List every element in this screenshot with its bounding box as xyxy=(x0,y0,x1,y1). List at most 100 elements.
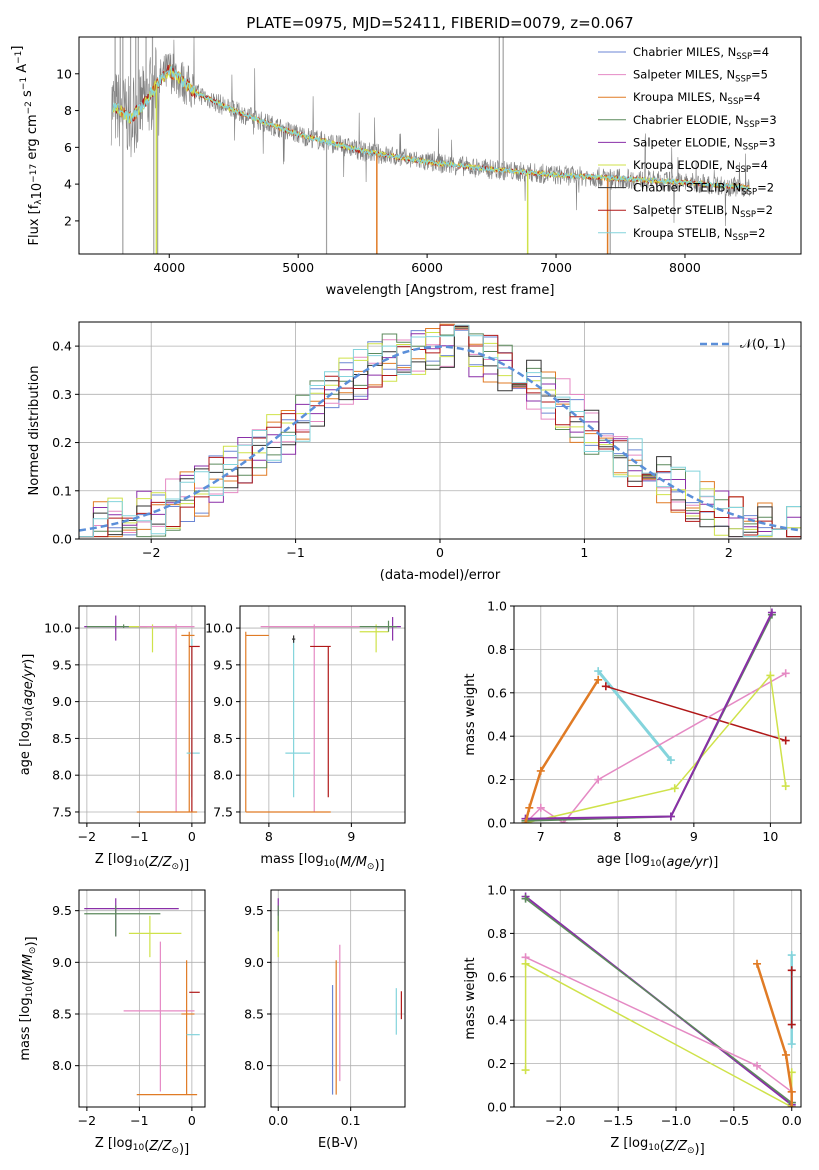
spectrum-title: PLATE=0975, MJD=52411, FIBERID=0079, z=0… xyxy=(246,14,633,32)
x-tick-label: 9 xyxy=(690,829,698,844)
y-tick-label: 0.2 xyxy=(52,435,72,450)
mass-vs-Z-plot-area xyxy=(79,890,205,1107)
y-tick-label: 0.0 xyxy=(487,816,507,831)
normal-curve xyxy=(79,345,801,532)
x-tick-label: 0.1 xyxy=(341,1113,361,1128)
plus-marker xyxy=(670,784,679,793)
series-kroupa_miles xyxy=(524,679,600,823)
massweight-vs-age-ticks: 7 8 9 10 0.0 0.2 0.4 0.6 0.8 1.0 xyxy=(487,599,778,845)
mass-vs-Z-axes: −2 −1 08.08.59.09.5Z [log10(Z/Z⊙)]mass [lo… xyxy=(18,889,206,1157)
plus-marker xyxy=(536,803,545,812)
age-vs-Z-frame xyxy=(78,605,206,824)
y-tick-label: 8.5 xyxy=(213,731,233,746)
mass-vs-Z-frame xyxy=(78,889,206,1108)
y-tick-label: 0.2 xyxy=(487,772,507,787)
y-tick-label: 9.0 xyxy=(213,694,233,709)
x-tick-label: 8 xyxy=(613,829,621,844)
x-tick-label: 0.0 xyxy=(782,1113,802,1128)
plus-marker xyxy=(787,1040,796,1049)
error-bar-point xyxy=(310,645,331,798)
x-tick-label: 9 xyxy=(347,829,355,844)
y-tick-label: 9.5 xyxy=(52,657,72,672)
age-vs-Z-data xyxy=(84,615,200,813)
error-bar-point xyxy=(181,631,195,812)
age-vs-mass-frame xyxy=(239,605,406,824)
y-tick-label: 0.3 xyxy=(52,387,72,402)
plus-marker xyxy=(781,736,790,745)
error-bar-point xyxy=(291,635,296,643)
error-bar-point xyxy=(128,915,182,958)
age-vs-Z-ylabel: age [log10(age/yr)] xyxy=(18,654,36,776)
error-bar-point xyxy=(139,624,195,812)
massweight-vs-Z-frame xyxy=(513,889,802,1108)
massweight-vs-age-frame xyxy=(513,605,802,824)
plus-marker xyxy=(666,812,675,821)
y-tick-label: 10.0 xyxy=(44,621,72,636)
y-tick-label: 2 xyxy=(64,213,72,228)
mass-vs-Z-grid xyxy=(79,890,205,1107)
age-vs-mass-data xyxy=(245,617,401,813)
plus-marker xyxy=(594,667,603,676)
legend-entry: Salpeter STELIB, NSSP=2 xyxy=(633,203,773,220)
y-tick-label: 8.0 xyxy=(52,1058,72,1073)
plus-marker xyxy=(521,959,530,968)
y-tick-label: 0.4 xyxy=(52,339,72,354)
y-tick-label: 10.0 xyxy=(205,621,233,636)
x-tick-label: 1 xyxy=(580,545,588,560)
plus-marker xyxy=(521,819,530,823)
y-tick-label: 0.4 xyxy=(487,1013,507,1028)
legend-entry: Chabrier STELIB, NSSP=2 xyxy=(633,181,774,198)
series-salpeter_stelib xyxy=(605,685,786,742)
plus-marker xyxy=(767,608,776,617)
plus-marker xyxy=(525,803,534,812)
histogram-kroupa_stelib xyxy=(79,324,801,538)
massweight-vs-Z-axes: −2.0 −1.5 −1.0 −0.5 0.00.00.20.40.60.81.0Z [… xyxy=(463,883,802,1158)
legend-entry: 𝒩(0, 1) xyxy=(740,336,786,351)
y-tick-label: 7.5 xyxy=(52,804,72,819)
mass-vs-ebv-data xyxy=(277,898,402,1095)
massweight-vs-age-grid xyxy=(514,605,801,824)
plus-marker xyxy=(521,1066,530,1075)
error-bar-point xyxy=(84,905,161,937)
y-tick-label: 9.0 xyxy=(244,955,264,970)
legend-entry: Kroupa STELIB, NSSP=2 xyxy=(633,226,765,243)
mass-vs-Z-data xyxy=(84,898,200,1096)
plus-marker xyxy=(594,675,603,684)
y-tick-label: 6 xyxy=(64,140,72,155)
massweight-vs-Z-ylabel: mass weight xyxy=(463,957,478,1039)
massweight-vs-age-xlabel: age [log10(age/yr)] xyxy=(597,852,719,870)
residuals-data xyxy=(79,323,801,538)
mass-vs-ebv-axes: 0.0 0.1 8.0 8.5 9.0 9.5 xyxy=(244,889,406,1128)
plus-marker xyxy=(781,782,790,791)
error-bar-point xyxy=(245,631,269,812)
plus-marker xyxy=(787,1103,796,1107)
error-bar-point xyxy=(189,645,200,812)
legend-entry: Salpeter MILES, NSSP=5 xyxy=(633,68,768,85)
plus-marker xyxy=(666,756,675,765)
plus-marker xyxy=(766,671,775,680)
y-tick-label: 1.0 xyxy=(487,883,507,898)
x-tick-label: −2 xyxy=(78,1113,96,1128)
x-tick-label: 2 xyxy=(725,545,733,560)
mass-vs-ebv-grid xyxy=(271,890,405,1107)
plus-marker xyxy=(601,682,610,691)
x-tick-label: 5000 xyxy=(282,260,314,275)
residuals-ylabel: Normed distribution xyxy=(27,366,42,496)
spectrum-ticks: 4000 5000 6000 7000 8000 2 4 6 8 10 xyxy=(56,66,701,275)
observed-spectrum xyxy=(110,37,750,227)
error-bar-point xyxy=(123,941,195,1092)
plus-marker xyxy=(787,1020,796,1029)
plus-marker xyxy=(753,959,762,968)
x-tick-label: −1.0 xyxy=(661,1113,691,1128)
y-tick-label: 9.0 xyxy=(52,694,72,709)
residuals-xlabel: (data-model)/error xyxy=(380,568,501,583)
y-tick-label: 0.8 xyxy=(487,642,507,657)
y-tick-label: 0.6 xyxy=(487,685,507,700)
model-spectrum-kroupa_stelib xyxy=(112,65,750,192)
y-tick-label: 0.2 xyxy=(487,1056,507,1071)
plus-marker xyxy=(787,966,796,975)
x-tick-label: −1 xyxy=(286,545,304,560)
y-tick-label: 0.8 xyxy=(487,926,507,941)
